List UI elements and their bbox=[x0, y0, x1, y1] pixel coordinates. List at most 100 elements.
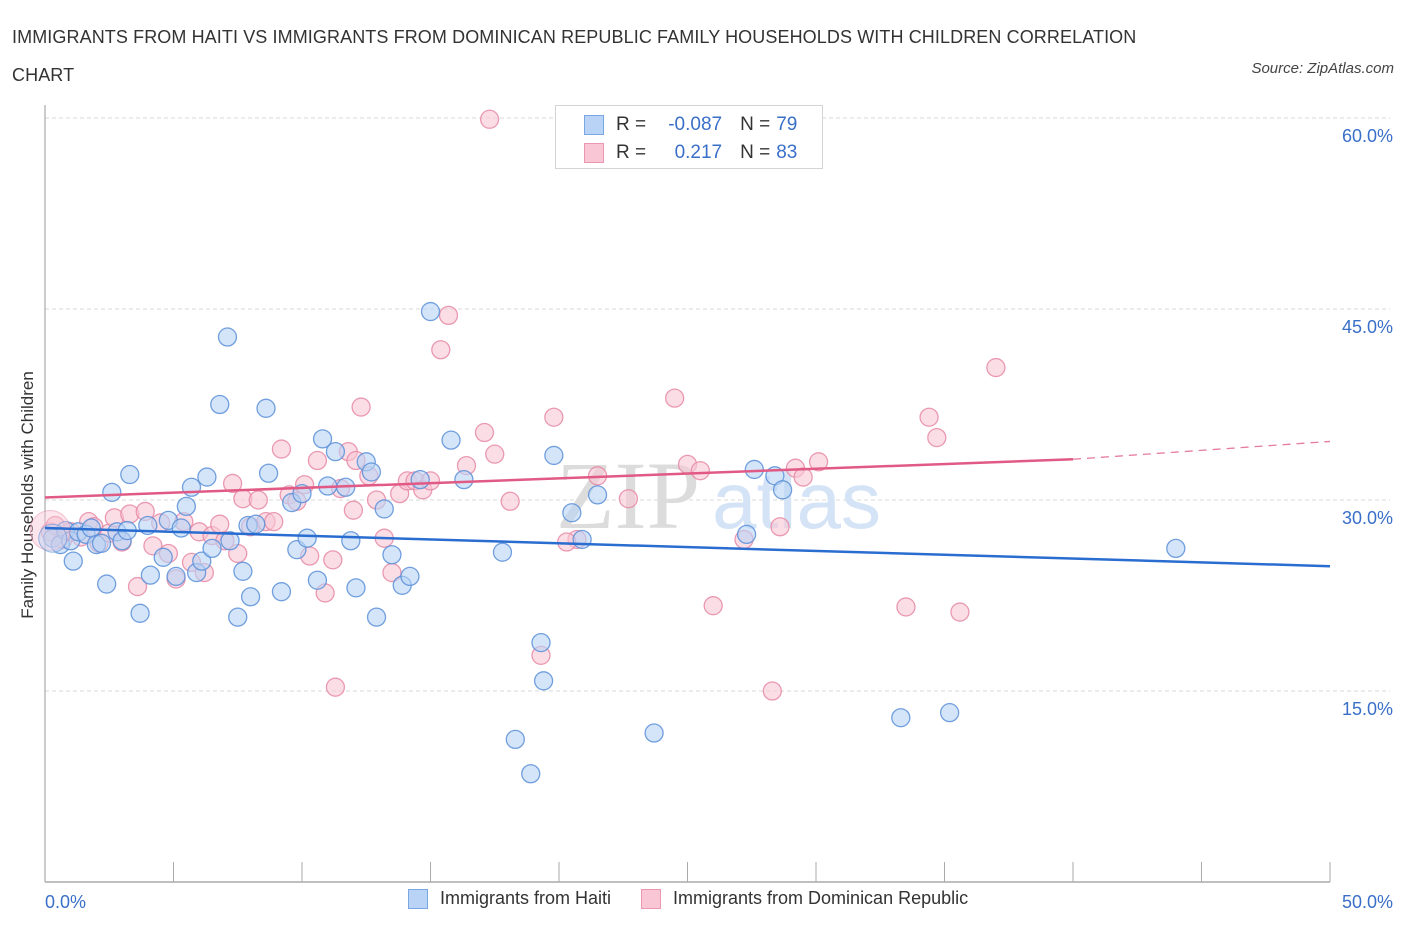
dr-point bbox=[127, 576, 148, 597]
y-tick-label: 30.0% bbox=[1342, 508, 1393, 528]
dr-point bbox=[919, 407, 939, 427]
haiti-point bbox=[120, 464, 140, 485]
dr-point bbox=[896, 597, 916, 617]
r-value: 0.217 bbox=[674, 142, 723, 163]
haiti-point bbox=[505, 729, 525, 750]
legend-label-dr: Immigrants from Dominican Republic bbox=[673, 888, 969, 908]
haiti-point bbox=[400, 566, 420, 587]
haiti-point bbox=[531, 632, 551, 653]
r-label: R = bbox=[616, 114, 647, 135]
haiti-point bbox=[307, 570, 328, 590]
haiti-point bbox=[197, 467, 217, 487]
axes bbox=[44, 105, 1331, 883]
haiti-point bbox=[382, 545, 402, 565]
haiti-point bbox=[420, 301, 441, 322]
dr-point bbox=[618, 489, 639, 509]
haiti-point bbox=[562, 503, 582, 523]
dr-point bbox=[950, 602, 970, 622]
series-legend: Immigrants from Haiti Immigrants from Do… bbox=[408, 888, 998, 909]
chart-title: IMMIGRANTS FROM HAITI VS IMMIGRANTS FROM… bbox=[12, 27, 1137, 85]
haiti-point bbox=[97, 574, 117, 594]
dr-point bbox=[474, 422, 495, 443]
haiti-point bbox=[772, 480, 793, 500]
haiti-point bbox=[441, 430, 461, 450]
haiti-point bbox=[325, 441, 346, 462]
haiti-point bbox=[736, 524, 757, 545]
haiti-point bbox=[130, 603, 150, 623]
haiti-point bbox=[572, 529, 592, 550]
n-value: 79 bbox=[776, 114, 798, 135]
dr-point bbox=[808, 452, 829, 472]
haiti-point bbox=[341, 531, 361, 551]
haiti-point bbox=[361, 462, 382, 482]
haiti-point bbox=[939, 702, 960, 723]
dr-trend-line-extension bbox=[1072, 440, 1331, 460]
haiti-point bbox=[240, 587, 261, 607]
haiti-point bbox=[246, 514, 266, 534]
haiti-point bbox=[153, 547, 173, 567]
dr-point bbox=[986, 357, 1006, 378]
dr-swatch-icon bbox=[641, 888, 662, 909]
legend-item-dr[interactable]: Immigrants from Dominican Republic bbox=[641, 888, 968, 909]
dr-point bbox=[431, 340, 451, 360]
haiti-point bbox=[891, 708, 911, 728]
haiti-point bbox=[1166, 538, 1186, 559]
y-tick-label: 45.0% bbox=[1342, 317, 1393, 337]
dr-point bbox=[210, 514, 230, 534]
haiti-point bbox=[312, 429, 333, 449]
haiti-point bbox=[210, 394, 230, 415]
dr-trend-line bbox=[44, 458, 1074, 499]
haiti-swatch-icon bbox=[584, 115, 604, 135]
dr-point bbox=[485, 444, 505, 464]
r-label: R = bbox=[616, 142, 647, 163]
haiti-point bbox=[271, 582, 292, 602]
dr-point bbox=[793, 467, 813, 487]
r-value: -0.087 bbox=[668, 114, 723, 135]
dr-point bbox=[351, 397, 371, 417]
n-label: N = bbox=[740, 114, 771, 135]
stats-legend-row-haiti: R = -0.087 N = 79 bbox=[584, 113, 797, 137]
haiti-point bbox=[544, 445, 564, 466]
dr-point bbox=[323, 550, 343, 570]
haiti-swatch-icon bbox=[408, 888, 428, 909]
dr-point bbox=[271, 439, 292, 459]
dr-point bbox=[222, 473, 243, 494]
dr-point bbox=[500, 491, 520, 511]
dr-point bbox=[479, 109, 500, 129]
haiti-point bbox=[644, 723, 664, 743]
haiti-point bbox=[63, 551, 83, 571]
haiti-point bbox=[297, 528, 317, 548]
haiti-point bbox=[228, 607, 248, 627]
haiti-point bbox=[366, 607, 387, 627]
data-points bbox=[29, 109, 1186, 784]
haiti-point bbox=[217, 327, 238, 347]
source-label: Source: ZipAtlas.com bbox=[1251, 60, 1394, 77]
n-value: 83 bbox=[776, 142, 798, 163]
haiti-point bbox=[256, 398, 276, 418]
legend-item-haiti[interactable]: Immigrants from Haiti bbox=[408, 888, 611, 909]
dr-point bbox=[762, 681, 782, 701]
haiti-point bbox=[492, 542, 513, 562]
tick-labels: 15.0% 30.0% 45.0% 60.0% 0.0% 50.0% bbox=[45, 126, 1393, 912]
legend-label-haiti: Immigrants from Haiti bbox=[440, 888, 612, 908]
dr-point bbox=[703, 596, 723, 616]
haiti-point bbox=[202, 538, 222, 559]
haiti-point bbox=[176, 496, 197, 517]
dr-swatch-icon bbox=[584, 143, 604, 163]
haiti-point bbox=[220, 531, 240, 551]
dr-point bbox=[665, 388, 685, 408]
dr-point bbox=[927, 427, 947, 448]
haiti-point bbox=[233, 561, 253, 581]
dr-point bbox=[770, 517, 790, 537]
haiti-point bbox=[91, 533, 112, 553]
y-tick-label: 15.0% bbox=[1342, 699, 1393, 719]
trend-lines bbox=[44, 440, 1331, 568]
y-tick-label: 60.0% bbox=[1342, 126, 1393, 146]
haiti-point bbox=[38, 523, 68, 553]
haiti-point bbox=[744, 459, 764, 480]
dr-point bbox=[264, 511, 284, 532]
dr-point bbox=[438, 305, 459, 326]
haiti-point bbox=[166, 566, 186, 587]
haiti-point bbox=[587, 485, 608, 505]
